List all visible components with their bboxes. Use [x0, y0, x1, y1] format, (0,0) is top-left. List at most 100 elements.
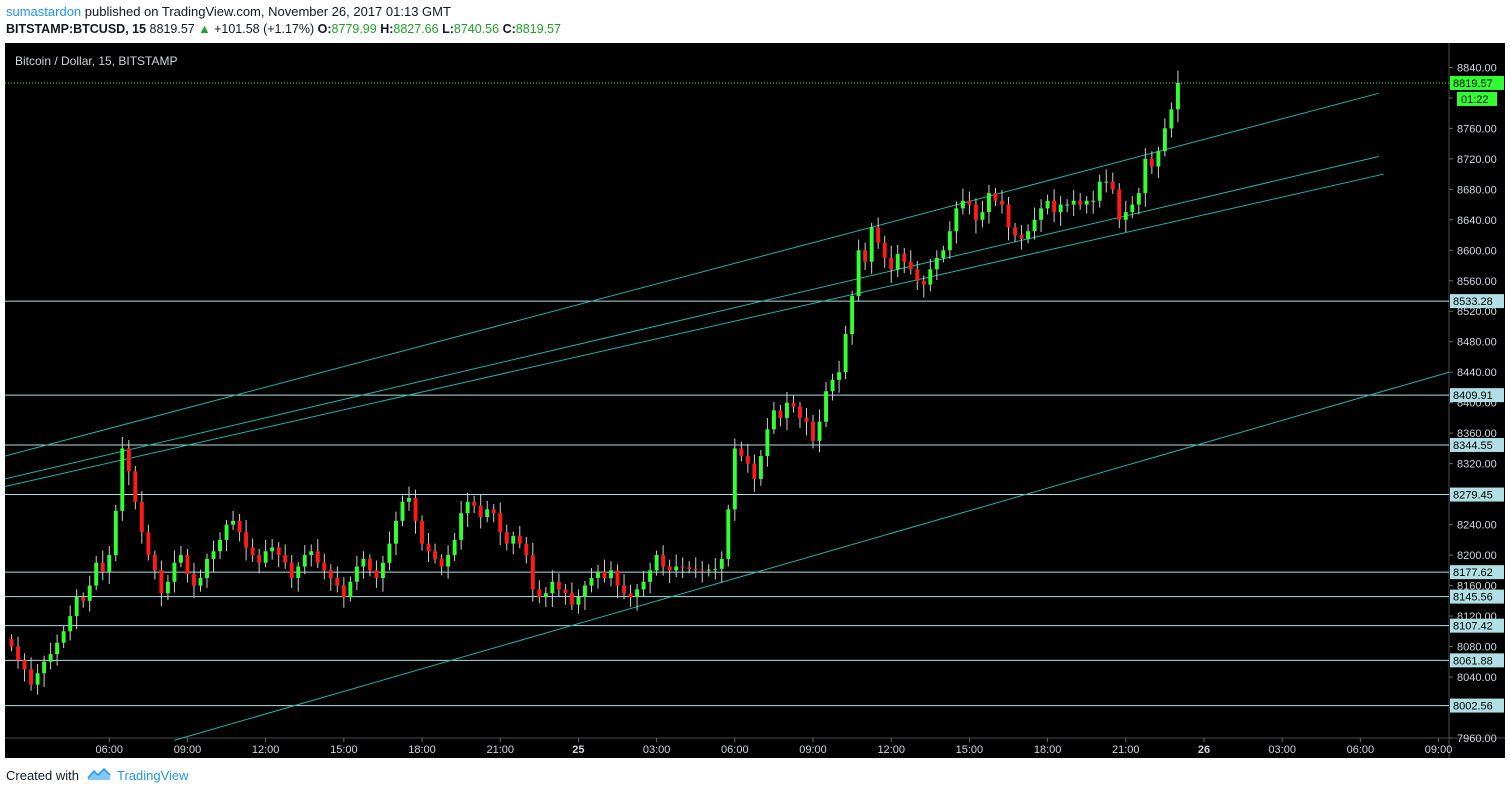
candle[interactable]	[283, 555, 288, 563]
candle[interactable]	[569, 593, 574, 605]
candle[interactable]	[133, 471, 138, 502]
candle[interactable]	[648, 570, 653, 582]
candle[interactable]	[869, 227, 874, 262]
candle[interactable]	[1045, 200, 1050, 209]
candle[interactable]	[1149, 158, 1154, 167]
candle[interactable]	[1032, 219, 1037, 232]
candlestick-chart[interactable]: Bitcoin / Dollar, 15, BITSTAMP 7960.00 80…	[5, 43, 1505, 758]
candle[interactable]	[1117, 189, 1122, 220]
candle[interactable]	[1071, 200, 1076, 205]
candle[interactable]	[439, 558, 444, 567]
candle[interactable]	[609, 570, 613, 578]
candle[interactable]	[856, 250, 861, 297]
candle[interactable]	[68, 616, 73, 632]
candle[interactable]	[257, 555, 262, 563]
tradingview-link[interactable]: TradingView	[116, 768, 189, 783]
candle[interactable]	[250, 547, 255, 556]
candle[interactable]	[1104, 181, 1109, 183]
candle[interactable]	[973, 204, 978, 220]
candle[interactable]	[876, 227, 881, 243]
candle[interactable]	[263, 551, 268, 563]
candle[interactable]	[61, 631, 66, 643]
candle[interactable]	[895, 254, 900, 270]
candle[interactable]	[472, 501, 477, 506]
candle[interactable]	[589, 577, 594, 586]
candle[interactable]	[335, 577, 340, 586]
candle[interactable]	[113, 510, 118, 556]
candle[interactable]	[1156, 151, 1161, 167]
candle[interactable]	[680, 566, 685, 568]
candle[interactable]	[348, 581, 353, 598]
candle[interactable]	[1130, 204, 1135, 213]
plot-area[interactable]	[5, 43, 1449, 738]
candle[interactable]	[615, 570, 620, 586]
candle[interactable]	[524, 543, 529, 556]
candle[interactable]	[915, 269, 920, 281]
candle[interactable]	[654, 555, 659, 571]
candle[interactable]	[941, 250, 946, 258]
candle[interactable]	[700, 569, 705, 571]
trendline[interactable]	[5, 92, 1379, 457]
candle[interactable]	[1039, 208, 1044, 220]
candle[interactable]	[713, 568, 718, 570]
trendline[interactable]	[5, 173, 1384, 488]
candle[interactable]	[1175, 82, 1180, 110]
candle[interactable]	[218, 539, 222, 552]
candle[interactable]	[635, 589, 640, 598]
candle[interactable]	[1123, 212, 1128, 220]
candle[interactable]	[628, 593, 633, 598]
candle[interactable]	[185, 555, 190, 575]
candle[interactable]	[152, 555, 157, 571]
candle[interactable]	[387, 543, 392, 563]
candle[interactable]	[928, 269, 933, 285]
candle[interactable]	[465, 501, 470, 514]
candle[interactable]	[908, 261, 913, 270]
candle[interactable]	[576, 597, 581, 605]
candle[interactable]	[446, 555, 451, 567]
time-axis[interactable]	[5, 738, 1505, 758]
candle[interactable]	[1078, 200, 1083, 205]
candle[interactable]	[902, 254, 907, 262]
candle[interactable]	[296, 566, 301, 578]
candle[interactable]	[921, 280, 926, 285]
candle[interactable]	[563, 589, 568, 594]
candle[interactable]	[322, 562, 327, 571]
candle[interactable]	[765, 429, 770, 457]
candle[interactable]	[622, 585, 627, 594]
candle[interactable]	[1013, 227, 1017, 236]
candle[interactable]	[29, 669, 34, 685]
candle[interactable]	[986, 193, 991, 213]
candle[interactable]	[798, 406, 802, 418]
candle[interactable]	[276, 547, 281, 556]
candle[interactable]	[954, 208, 959, 232]
candle[interactable]	[830, 379, 835, 392]
candle[interactable]	[947, 231, 952, 251]
candle[interactable]	[784, 402, 789, 418]
candle[interactable]	[824, 391, 829, 422]
candle[interactable]	[237, 520, 242, 533]
candle[interactable]	[498, 513, 503, 533]
candle[interactable]	[1006, 204, 1011, 228]
candle[interactable]	[596, 571, 600, 578]
candle[interactable]	[159, 570, 164, 594]
candle[interactable]	[543, 593, 548, 598]
candle[interactable]	[1110, 181, 1115, 190]
candle[interactable]	[198, 577, 203, 586]
candle[interactable]	[719, 558, 724, 569]
trendline[interactable]	[174, 371, 1450, 741]
candle[interactable]	[817, 421, 822, 441]
candle[interactable]	[537, 589, 542, 598]
candle[interactable]	[1169, 109, 1174, 129]
candle[interactable]	[289, 562, 294, 578]
candle[interactable]	[367, 558, 372, 571]
candle[interactable]	[244, 532, 249, 548]
candle[interactable]	[771, 410, 776, 430]
candle[interactable]	[192, 574, 196, 586]
candle[interactable]	[1000, 200, 1004, 205]
candle[interactable]	[511, 536, 516, 544]
candle[interactable]	[126, 448, 131, 472]
candle[interactable]	[100, 562, 105, 572]
candle[interactable]	[48, 654, 53, 662]
candle[interactable]	[394, 520, 398, 544]
candle[interactable]	[270, 547, 275, 552]
